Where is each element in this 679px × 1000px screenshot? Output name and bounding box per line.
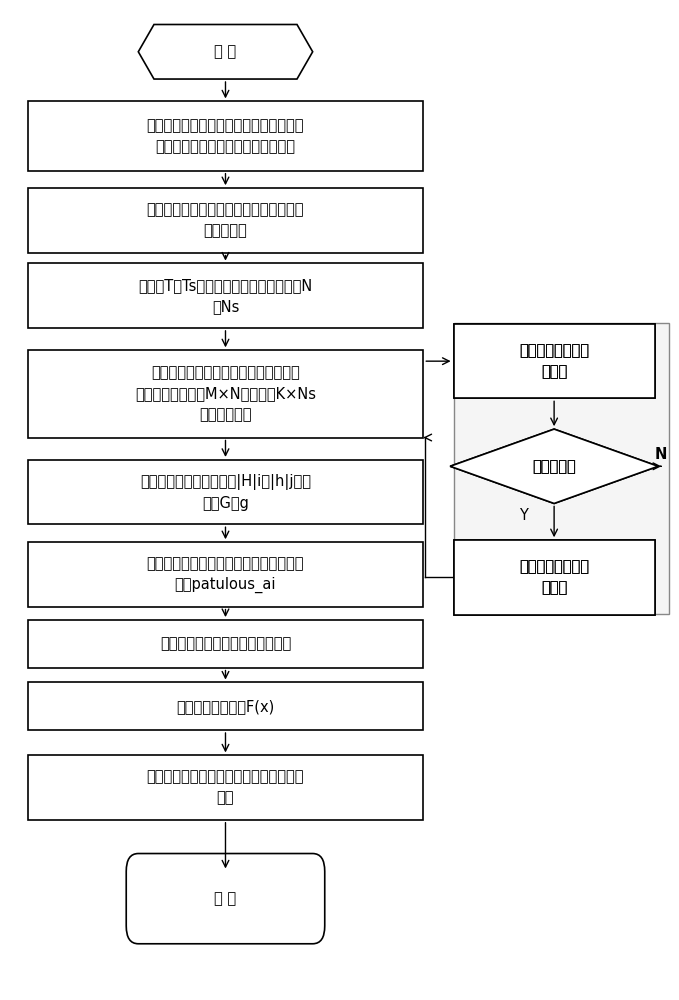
Text: 建立角度和距离观
测集合: 建立角度和距离观 测集合 [519,559,589,595]
Bar [28,620,423,668]
Bar [454,540,655,615]
Polygon shape [450,429,658,503]
Polygon shape [450,429,658,503]
Text: 在确定T和Ts的前提下，计算时间片数量N
和Ns: 在确定T和Ts的前提下，计算时间片数量N 和Ns [139,278,312,314]
Text: N: N [655,447,667,462]
Text: 建立星地测控资源的相关约束集合: 建立星地测控资源的相关约束集合 [160,636,291,651]
Text: 在考虑星间和星地链路约束条件的前提
下，分别构建星地M×N阶和星间K×Ns
阶的可见矩阵: 在考虑星间和星地链路约束条件的前提 下，分别构建星地M×N阶和星间K×Ns 阶的… [135,365,316,422]
Text: 计算每一颗待调度卫星的|H|i和|h|j，并
求得G和g: 计算每一颗待调度卫星的|H|i和|h|j，并 求得G和g [140,474,311,511]
Text: 结 束: 结 束 [215,891,236,906]
Text: 开 始: 开 始 [215,44,236,59]
Bar [28,460,423,524]
Bar [28,755,423,820]
Bar [28,188,423,253]
Bar [28,542,423,607]
Text: 采用改进型遗传算法进行求解，获得调度
结果: 采用改进型遗传算法进行求解，获得调度 结果 [147,770,304,806]
Text: 是否满足？: 是否满足？ [532,459,576,474]
Bar [454,540,655,615]
Polygon shape [139,24,312,79]
Text: 建立调度优化模型F(x): 建立调度优化模型F(x) [177,699,274,714]
Text: 检查角度和距离约
束条件: 检查角度和距离约 束条件 [519,343,589,379]
Bar [454,324,655,398]
Bar [454,323,669,614]
Text: 是否满足？: 是否满足？ [532,459,576,474]
Text: 根据待调度卫星的历元和地面测控站的位
置计算测控站对卫星的几何可见弧段: 根据待调度卫星的历元和地面测控站的位 置计算测控站对卫星的几何可见弧段 [147,118,304,154]
Bar [28,101,423,171]
Bar [28,350,423,438]
Bar [454,324,655,398]
Text: 建立角度和距离观
测集合: 建立角度和距离观 测集合 [519,559,589,595]
Text: 根据待调度卫星星座的构型计算星间的几
何可见弧段: 根据待调度卫星星座的构型计算星间的几 何可见弧段 [147,202,304,238]
Text: Y: Y [519,508,528,523]
Bar [28,682,423,730]
Text: 建立星地测控资源的规范化可见弧段描述
集合patulous_ai: 建立星地测控资源的规范化可见弧段描述 集合patulous_ai [147,556,304,593]
FancyBboxPatch shape [126,854,325,944]
Bar [28,263,423,328]
Text: 检查角度和距离约
束条件: 检查角度和距离约 束条件 [519,343,589,379]
